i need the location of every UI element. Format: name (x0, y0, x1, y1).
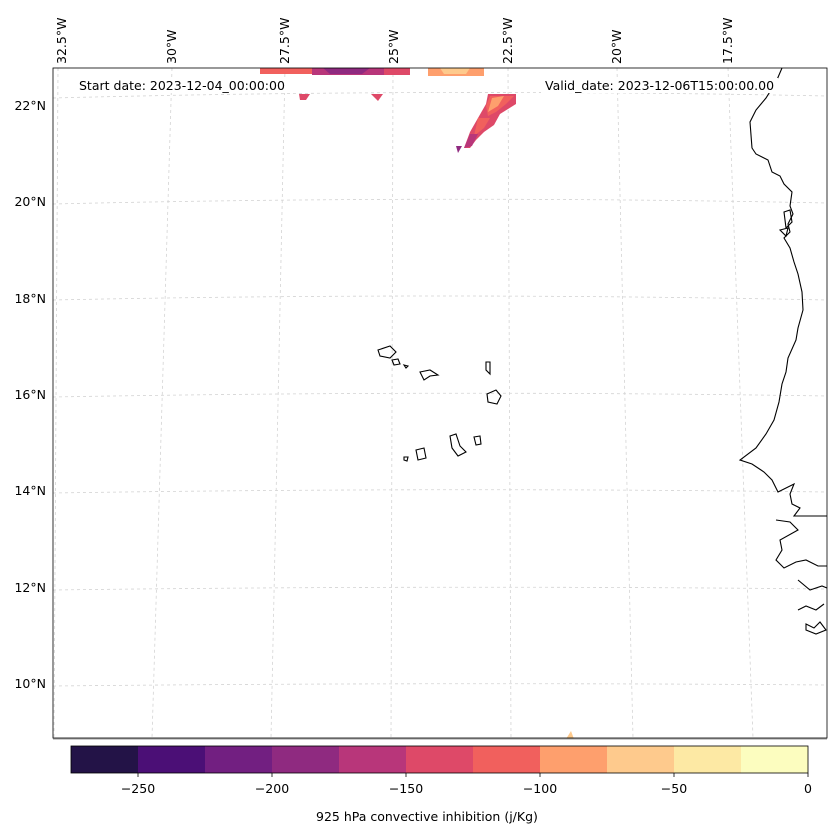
start-date-label: Start date: 2023-12-04_00:00:00 (75, 78, 289, 93)
cin-patch (456, 146, 462, 153)
colorbar-bin (205, 746, 272, 773)
lon-label-20w: 20°W (609, 29, 624, 64)
lat-label-20n: 20°N (14, 194, 46, 209)
banc-arguin (778, 209, 793, 238)
colorbar (70, 745, 809, 777)
lat-label-12n: 12°N (14, 580, 46, 595)
colorbar-tick-label: −50 (660, 781, 688, 796)
lon-label-32-5w: 32.5°W (54, 17, 69, 64)
cin-patch (488, 96, 504, 112)
cin-patch (299, 94, 310, 100)
colorbar-bin (607, 746, 674, 773)
island-santa-luzia (402, 364, 410, 369)
valid-date-label: Valid_date: 2023-12-06T15:00:00.00 (541, 78, 779, 93)
colorbar-bin (71, 746, 138, 773)
colorbar-bin (540, 746, 607, 773)
island-sao-vicente (391, 358, 401, 366)
cin-patch (384, 68, 410, 75)
lat-label-10n: 10°N (14, 676, 46, 691)
island-maio (473, 435, 482, 446)
lat-label-16n: 16°N (14, 387, 46, 402)
lon-label-30w: 30°W (164, 29, 179, 64)
colorbar-tick-label: −100 (522, 781, 558, 796)
lat-label-18n: 18°N (14, 291, 46, 306)
lon-label-17-5w: 17.5°W (720, 17, 735, 64)
lon-label-22-5w: 22.5°W (500, 17, 515, 64)
colorbar-tick-label: −250 (120, 781, 156, 796)
cin-patch (323, 68, 370, 74)
colorbar-bin (138, 746, 205, 773)
map-frame (52, 67, 828, 739)
africa-coastline (738, 67, 827, 517)
island-boa-vista (486, 389, 502, 405)
colorbar-bin (339, 746, 406, 773)
gambia-coast (775, 519, 827, 569)
colorbar-tick-label: −200 (254, 781, 290, 796)
island-santo-antao (377, 345, 397, 359)
colorbar-bin (272, 746, 339, 773)
island-sal (485, 361, 491, 376)
colorbar-tick-label: −150 (388, 781, 424, 796)
island-sao-nicolau (419, 369, 440, 381)
cin-patch (566, 731, 574, 739)
colorbar-frame (70, 745, 809, 774)
island-santiago (449, 433, 467, 457)
cin-patch (260, 68, 312, 74)
graticule (52, 67, 828, 739)
cin-patch (440, 68, 470, 74)
island-brava (403, 456, 409, 462)
colorbar-bin (473, 746, 540, 773)
cin-field (260, 68, 574, 739)
lon-label-27-5w: 27.5°W (277, 17, 292, 64)
colorbar-bin (674, 746, 741, 773)
colorbar-tick-label: 0 (804, 781, 812, 796)
lat-label-22n: 22°N (14, 98, 46, 113)
lat-label-14n: 14°N (14, 483, 46, 498)
colorbar-bin (741, 746, 808, 773)
colorbar-title: 925 hPa convective inhibition (j/Kg) (316, 809, 538, 824)
cin-patch (474, 118, 490, 136)
island-fogo (415, 447, 427, 461)
lon-label-25w: 25°W (386, 29, 401, 64)
cin-patch (464, 134, 478, 148)
colorbar-bin (406, 746, 473, 773)
cin-patch (371, 94, 383, 101)
guinea-bissau-coast (797, 579, 828, 635)
coastlines (377, 67, 828, 635)
